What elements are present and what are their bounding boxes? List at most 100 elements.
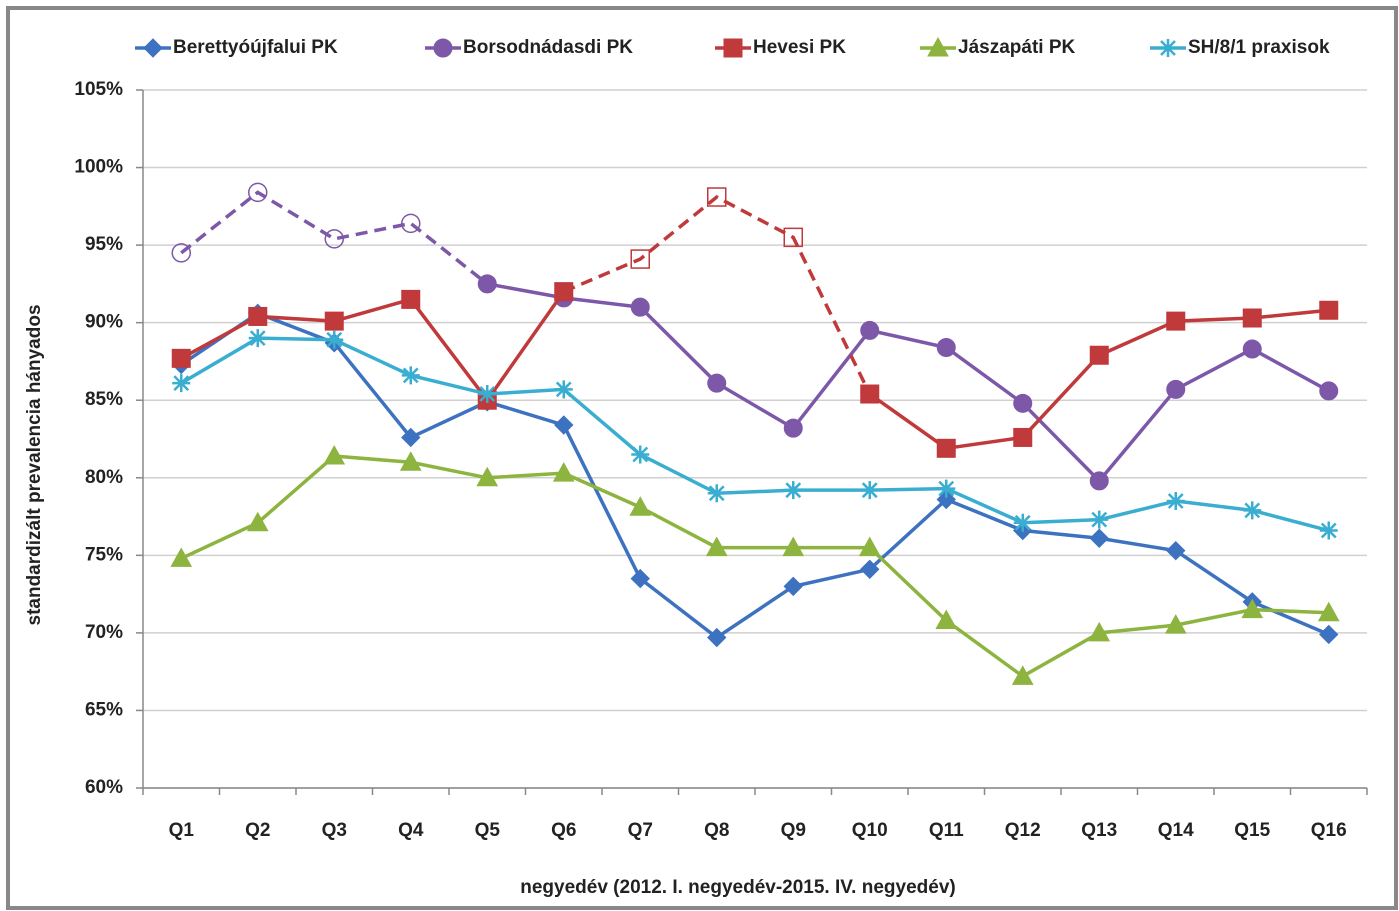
marker [401,213,421,234]
marker [1241,598,1264,619]
marker [172,374,191,393]
marker [723,38,743,58]
marker [1317,601,1340,622]
y-tick-label: 80% [85,467,123,488]
marker [554,282,574,302]
marker [629,496,652,516]
marker [554,415,574,435]
marker [1319,521,1338,540]
marker [1013,393,1033,413]
marker [936,438,956,458]
marker [783,418,803,438]
marker [323,445,346,465]
legend-label: Borsodnádasdi PK [463,37,633,58]
marker [433,38,453,58]
marker [248,306,268,326]
frame [6,6,1398,910]
x-tick-label: Q7 [628,820,653,841]
marker [1089,345,1109,365]
x-tick-label: Q4 [398,820,424,841]
marker [1089,528,1109,548]
y-tick-label: 85% [85,389,123,410]
legend-label: SH/8/1 praxisok [1188,37,1330,58]
y-tick-label: 75% [85,544,123,565]
x-tick-label: Q16 [1311,820,1347,841]
marker [1166,540,1186,561]
marker [1166,311,1186,331]
marker [324,229,344,249]
marker [860,481,879,500]
series-line [180,190,489,286]
marker [707,484,726,503]
x-tick-label: Q9 [781,820,806,841]
marker [631,445,650,464]
marker [705,536,728,557]
series-line [180,336,1330,533]
y-tick-label: 65% [85,699,123,720]
x-tick-label: Q11 [929,820,964,841]
marker [477,274,497,294]
series-line [180,311,1330,640]
series-line [180,454,1329,679]
marker [936,489,956,510]
x-tick-label: Q14 [1158,820,1194,841]
marker [630,249,650,269]
x-axis-title: negyedév (2012. I. negyedév-2015. IV. ne… [520,877,955,898]
marker [937,479,956,498]
marker [171,243,191,263]
marker [1089,471,1109,491]
marker [936,337,956,357]
x-tick-label: Q12 [1005,820,1041,841]
marker [170,547,193,567]
series-line [180,290,566,404]
marker [246,511,269,532]
marker [1166,492,1185,511]
y-tick-label: 105% [74,79,123,100]
marker [478,385,497,404]
marker [927,36,949,57]
marker [476,466,499,487]
marker [782,536,805,557]
marker [248,329,267,348]
marker [325,330,344,349]
marker [630,568,650,589]
x-tick-label: Q1 [169,820,195,841]
marker [171,348,191,368]
marker [401,427,421,448]
x-tick-label: Q3 [322,820,347,841]
x-tick-label: Q5 [475,820,501,841]
marker [707,187,727,207]
marker [1011,665,1034,685]
marker [1013,513,1032,532]
marker [783,227,803,248]
y-tick-label: 90% [85,312,123,333]
marker [1159,39,1177,57]
marker [860,320,880,340]
marker [1013,427,1033,447]
x-tick-label: Q13 [1081,820,1117,841]
x-tick-label: Q2 [245,820,270,841]
marker [858,536,881,557]
series-line [563,194,872,395]
legend-label: Berettyóújfalui PK [173,37,338,58]
marker [1166,379,1186,399]
marker [783,576,803,597]
y-tick-label: 60% [85,777,123,798]
x-tick-label: Q10 [852,820,888,841]
marker [1319,300,1339,320]
marker [707,373,727,393]
marker [784,481,803,500]
series-line [486,282,1330,484]
y-tick-label: 70% [85,622,123,643]
legend-label: Hevesi PK [753,37,846,58]
marker [554,380,573,399]
x-tick-label: Q6 [551,820,576,841]
marker [1243,501,1262,520]
marker [143,38,163,58]
y-tick-label: 100% [74,157,123,178]
marker [399,451,422,471]
marker [860,384,880,404]
marker [630,297,650,317]
marker [401,289,421,309]
